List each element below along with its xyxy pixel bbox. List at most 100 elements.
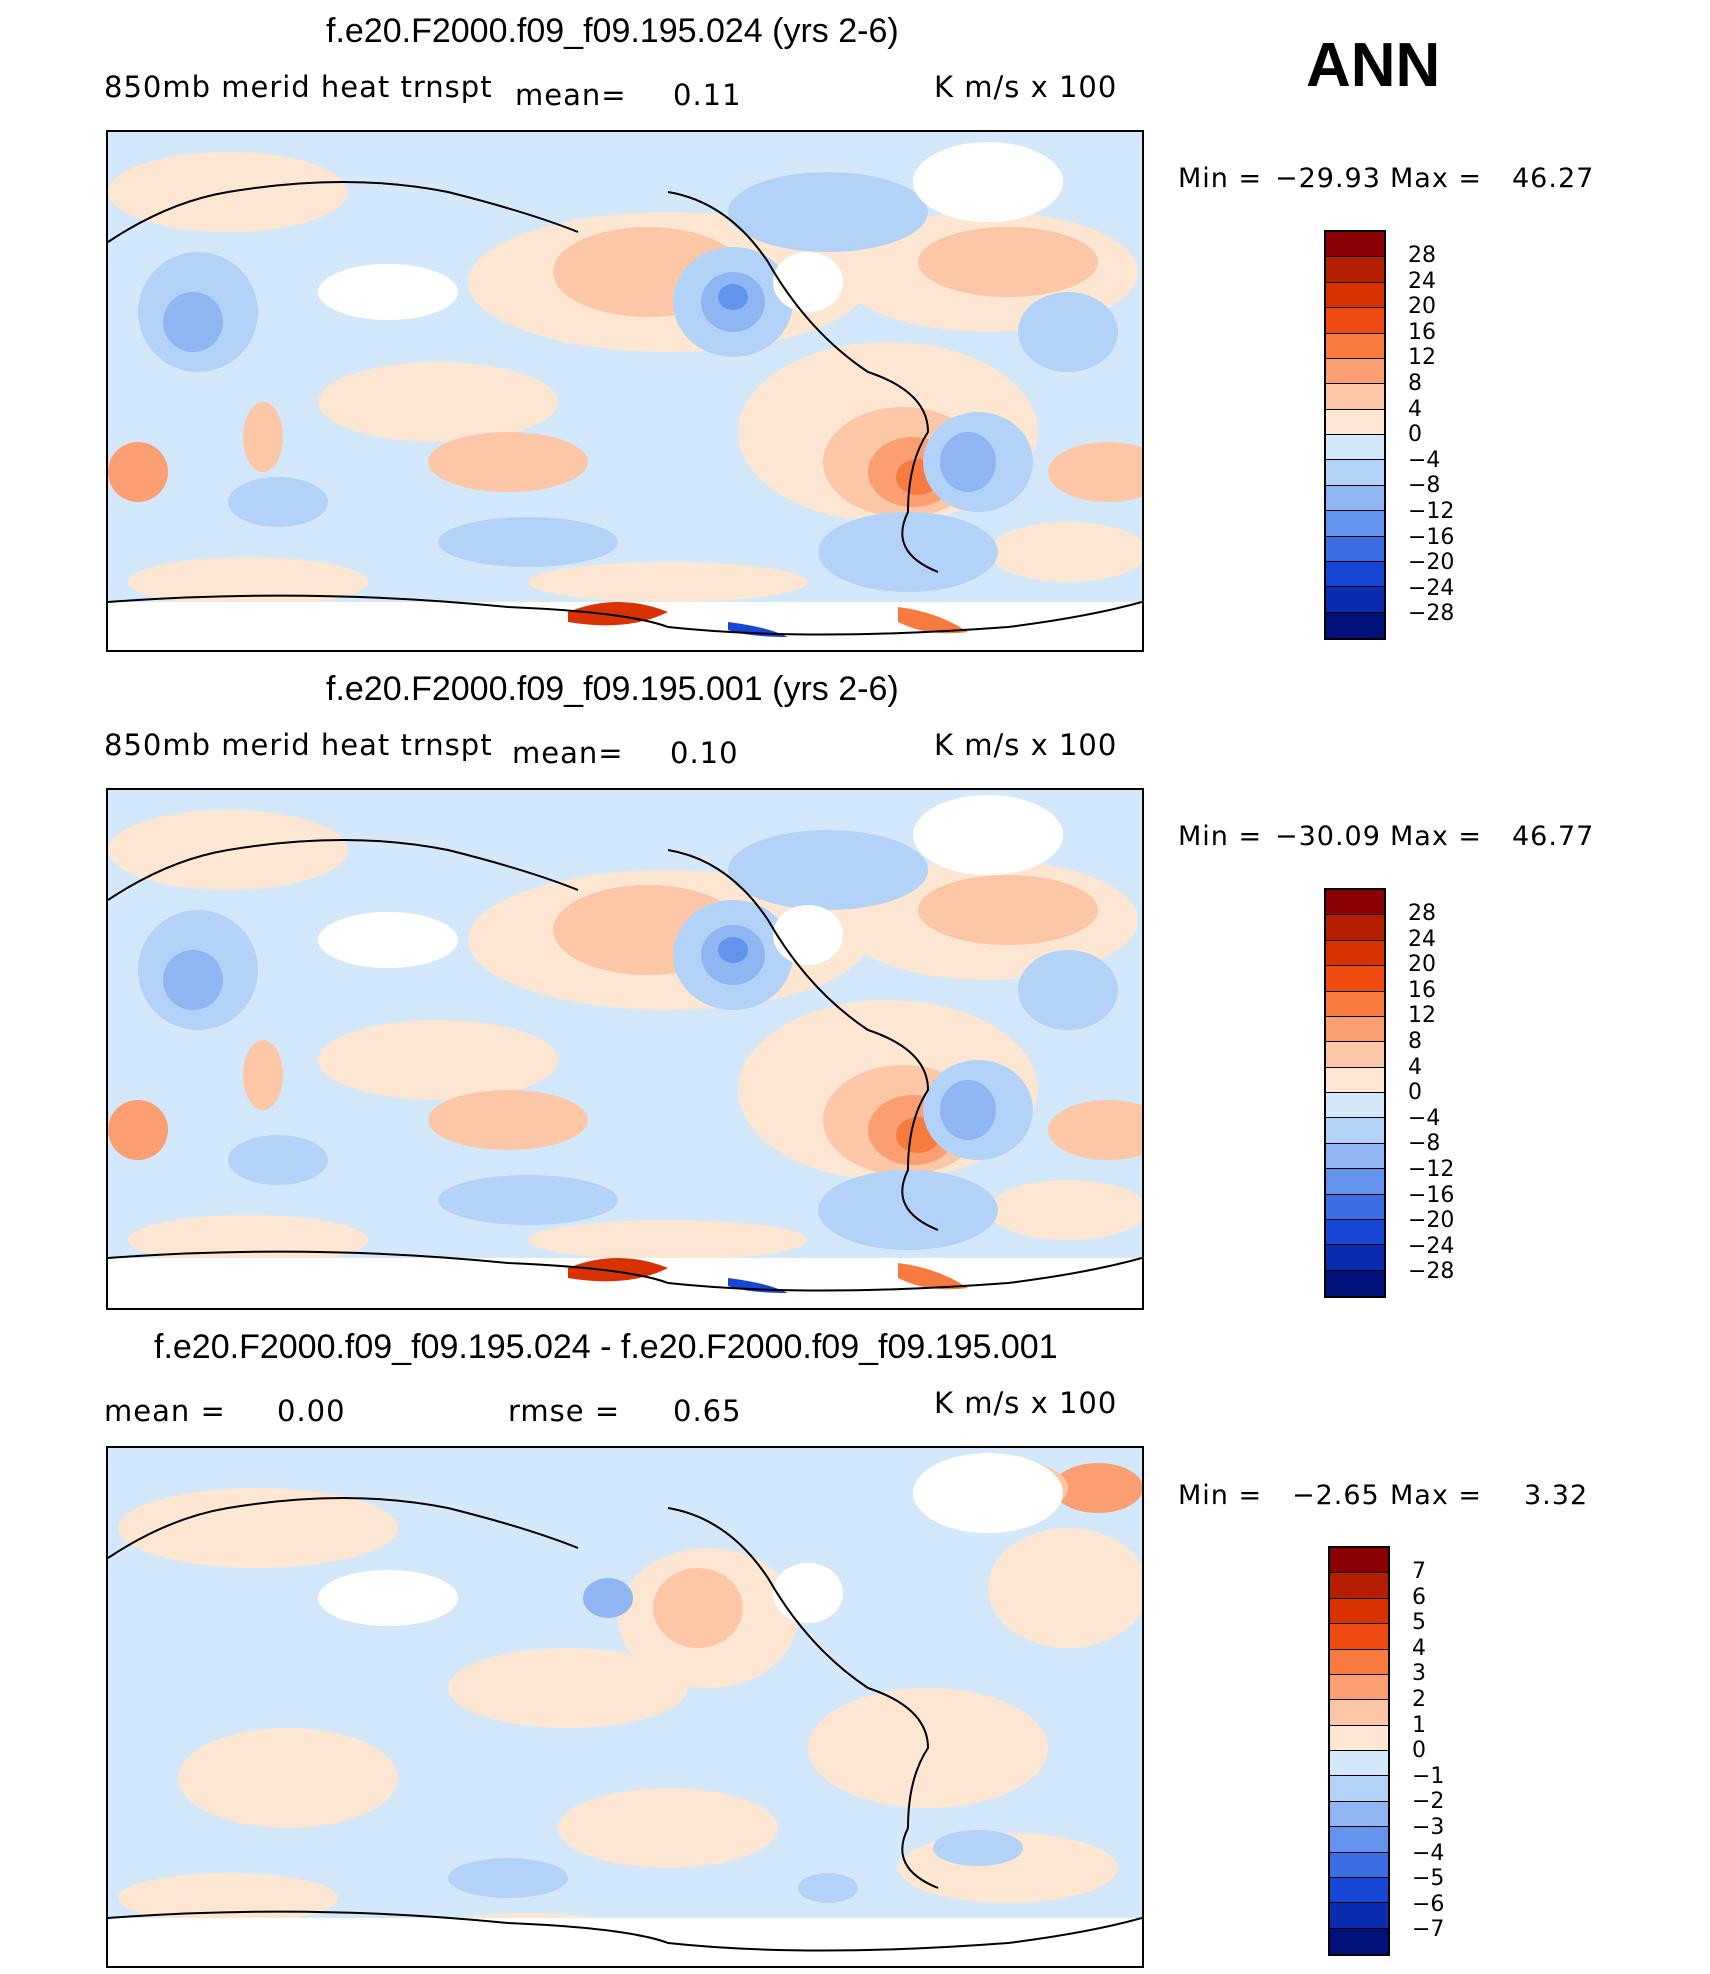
colorbar-swatch <box>1326 460 1384 486</box>
panel1-mean-label: mean= <box>515 78 627 112</box>
panel1-colorbar <box>1324 230 1386 640</box>
colorbar-swatch <box>1326 915 1384 941</box>
colorbar-swatch <box>1330 1852 1388 1878</box>
colorbar-swatch <box>1330 1776 1388 1802</box>
colorbar-swatch <box>1326 561 1384 588</box>
colorbar-swatch <box>1326 409 1384 435</box>
colorbar-swatch <box>1326 587 1384 613</box>
panel2-colorbar <box>1324 888 1386 1298</box>
colorbar-tick-label: −20 <box>1408 550 1455 576</box>
colorbar-swatch <box>1326 1219 1384 1246</box>
colorbar-tick-label: −12 <box>1408 1156 1455 1182</box>
colorbar-swatch <box>1330 1674 1388 1701</box>
colorbar-tick-label: 24 <box>1408 926 1436 952</box>
panel2-map-field <box>108 790 1142 1308</box>
colorbar-tick-label: 28 <box>1408 243 1436 268</box>
panel2-title: f.e20.F2000.f09_f09.195.001 (yrs 2-6) <box>326 670 899 708</box>
colorbar-tick-label: −5 <box>1412 1866 1445 1892</box>
panel3-rmse-value: 0.65 <box>673 1394 742 1428</box>
colorbar-tick-label: −28 <box>1408 1259 1455 1285</box>
colorbar-tick-label: 20 <box>1408 294 1436 320</box>
panel3-title: f.e20.F2000.f09_f09.195.024 - f.e20.F200… <box>154 1328 1058 1366</box>
panel2-colorbar-labels: 28 24 20 16 12 8 4 0 −4 −8 −12 −16 −20 −24 −28 <box>1408 901 1454 1285</box>
colorbar-swatch <box>1326 1169 1384 1195</box>
colorbar-tick-label: 16 <box>1408 319 1436 345</box>
panel3-rmse-label: rmse = <box>508 1394 621 1428</box>
panel2-mean-label: mean= <box>512 736 624 770</box>
panel3-mean-value: 0.00 <box>277 1394 346 1428</box>
colorbar-tick-label: 5 <box>1412 1610 1426 1636</box>
colorbar-tick-label: 4 <box>1408 396 1422 422</box>
panel3-map-field <box>108 1448 1142 1966</box>
panel1-variable-label: 850mb merid heat trnspt <box>104 70 493 104</box>
colorbar-tick-label: 4 <box>1408 1054 1422 1080</box>
colorbar-swatch <box>1330 1548 1388 1574</box>
colorbar-swatch <box>1326 1143 1384 1170</box>
colorbar-tick-label: 1 <box>1412 1712 1426 1738</box>
colorbar-swatch <box>1330 1928 1388 1954</box>
colorbar-swatch <box>1326 966 1384 992</box>
panel3-mean-label: mean = <box>104 1394 226 1428</box>
colorbar-swatch <box>1326 282 1384 309</box>
colorbar-tick-label: −20 <box>1408 1208 1455 1234</box>
panel1-map <box>106 130 1144 652</box>
colorbar-tick-label: 0 <box>1412 1738 1426 1764</box>
colorbar-tick-label: −16 <box>1408 1182 1455 1208</box>
colorbar-tick-label: 6 <box>1412 1584 1426 1610</box>
colorbar-swatch <box>1330 1877 1388 1904</box>
colorbar-swatch <box>1326 232 1384 258</box>
panel3-min-value: −2.65 <box>1292 1480 1380 1511</box>
colorbar-tick-label: −4 <box>1412 1840 1445 1866</box>
panel1-map-field <box>108 132 1142 650</box>
panel1-colorbar-labels: 28 24 20 16 12 8 4 0 −4 −8 −12 −16 −20 −24 −28 <box>1408 243 1454 627</box>
panel2-max-label: Max = <box>1390 821 1483 852</box>
panel2-min-value: −30.09 <box>1275 821 1381 852</box>
colorbar-tick-label: −24 <box>1408 1233 1455 1259</box>
colorbar-tick-label: −24 <box>1408 575 1455 601</box>
colorbar-tick-label: 8 <box>1408 1028 1422 1054</box>
panel3-max-label: Max = <box>1390 1480 1483 1511</box>
colorbar-swatch <box>1326 511 1384 537</box>
colorbar-tick-label: −12 <box>1408 498 1455 524</box>
panel3-min-label: Min = <box>1178 1480 1263 1511</box>
colorbar-swatch <box>1330 1801 1388 1828</box>
colorbar-tick-label: 4 <box>1412 1635 1426 1661</box>
panel2-variable-label: 850mb merid heat trnspt <box>104 728 493 762</box>
colorbar-swatch <box>1326 991 1384 1017</box>
colorbar-tick-label: 16 <box>1408 977 1436 1003</box>
panel1-max-label: Max = <box>1390 163 1483 194</box>
panel1-mean-value: 0.11 <box>673 78 742 112</box>
colorbar-swatch <box>1326 485 1384 512</box>
colorbar-tick-label: 7 <box>1412 1559 1426 1584</box>
colorbar-tick-label: −2 <box>1412 1789 1445 1815</box>
colorbar-swatch <box>1326 1042 1384 1068</box>
colorbar-swatch <box>1330 1573 1388 1599</box>
colorbar-swatch <box>1326 612 1384 638</box>
colorbar-tick-label: −3 <box>1412 1814 1445 1840</box>
colorbar-tick-label: 20 <box>1408 952 1436 978</box>
colorbar-tick-label: 28 <box>1408 901 1436 926</box>
colorbar-swatch <box>1330 1827 1388 1853</box>
panel2-units: K m/s x 100 <box>934 728 1118 762</box>
colorbar-swatch <box>1326 358 1384 385</box>
colorbar-swatch <box>1326 308 1384 334</box>
colorbar-tick-label: 2 <box>1412 1686 1426 1712</box>
panel3-map <box>106 1446 1144 1968</box>
colorbar-tick-label: 24 <box>1408 268 1436 294</box>
colorbar-tick-label: 12 <box>1408 345 1436 371</box>
colorbar-swatch <box>1326 1016 1384 1043</box>
panel3-max-value: 3.32 <box>1524 1480 1589 1511</box>
colorbar-swatch <box>1326 890 1384 916</box>
colorbar-tick-label: −4 <box>1408 447 1441 473</box>
colorbar-tick-label: −28 <box>1408 601 1455 627</box>
colorbar-swatch <box>1326 536 1384 562</box>
colorbar-swatch <box>1330 1649 1388 1675</box>
panel2-map <box>106 788 1144 1310</box>
colorbar-tick-label: 3 <box>1412 1661 1426 1687</box>
panel3-colorbar <box>1328 1546 1390 1956</box>
panel3-colorbar-labels: 7 6 5 4 3 2 1 0 −1 −2 −3 −4 −5 −6 −7 <box>1412 1559 1444 1943</box>
colorbar-swatch <box>1330 1751 1388 1777</box>
panel1-min-value: −29.93 <box>1275 163 1381 194</box>
colorbar-swatch <box>1330 1700 1388 1726</box>
panel2-min-label: Min = <box>1178 821 1263 852</box>
